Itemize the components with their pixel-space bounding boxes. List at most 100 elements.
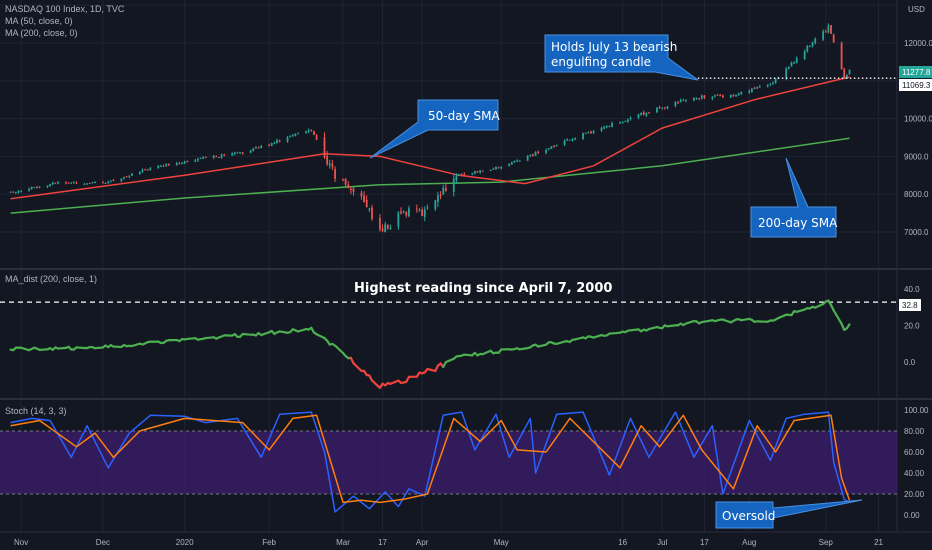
ma-dist-segment — [20, 346, 31, 352]
candle-body — [405, 211, 408, 216]
candle-body — [181, 163, 183, 165]
candle-body — [574, 138, 577, 140]
candle-body — [334, 169, 336, 179]
candle-body — [49, 184, 52, 186]
candle-body — [640, 112, 642, 115]
ma-dist-pane[interactable] — [0, 299, 897, 389]
candle-body — [685, 100, 687, 102]
ma-dist-segment — [56, 346, 68, 350]
x-axis: Nov Dec 2020 Feb Mar 17 Apr May 16 Jul 17 Aug Sep 21 — [14, 538, 884, 547]
candle-body — [144, 169, 147, 171]
ma-dist-tick-label: 40.0 — [904, 285, 920, 294]
candle-body — [368, 208, 371, 210]
candle-body — [719, 95, 722, 97]
candle-body — [492, 168, 495, 170]
candle-body — [38, 186, 41, 188]
candle-body — [790, 62, 793, 67]
candle-body — [379, 218, 381, 230]
candle-body — [91, 182, 94, 184]
candle-body — [555, 145, 558, 147]
candle-body — [827, 25, 830, 33]
candle-body — [787, 66, 790, 69]
ma-dist-segment — [795, 308, 806, 313]
candle-body — [109, 180, 112, 182]
candle-body — [716, 94, 719, 96]
x-tick-label: Apr — [416, 538, 429, 547]
ma-dist-segment — [518, 347, 529, 351]
candle-body — [809, 46, 811, 48]
price-tick-label: 9000.0 — [904, 152, 929, 161]
x-tick-label: 16 — [618, 538, 627, 547]
candle-body — [131, 173, 133, 176]
ma-dist-value: 32.8 — [902, 301, 918, 310]
candle-body — [328, 163, 331, 166]
candle-body — [270, 143, 273, 146]
candle-body — [489, 170, 492, 172]
candle-body — [437, 195, 439, 203]
candle-body — [310, 129, 313, 131]
candle-body — [619, 122, 621, 124]
ma-dist-segment — [537, 343, 548, 348]
candle-body — [389, 227, 392, 229]
candle-body — [160, 165, 162, 167]
candle-body — [305, 131, 307, 133]
candle-body — [255, 147, 257, 149]
x-tick-label: 17 — [378, 538, 387, 547]
stoch-pane[interactable] — [0, 411, 897, 513]
candle-body — [460, 173, 463, 175]
candle-body — [257, 147, 260, 149]
candle-body — [534, 152, 537, 156]
candle-body — [218, 157, 220, 159]
candle-body — [500, 166, 503, 169]
candle-body — [703, 95, 706, 99]
candle-body — [101, 182, 104, 184]
candle-body — [843, 69, 846, 78]
stoch-d-line — [10, 414, 851, 504]
ma-dist-segment — [370, 379, 382, 389]
candle-body — [621, 121, 624, 124]
stoch-tick-label: 40.00 — [904, 469, 925, 478]
ma-dist-segment — [814, 302, 825, 309]
ma-dist-segment — [297, 327, 308, 333]
candle-body — [175, 163, 178, 165]
candle-body — [349, 189, 352, 191]
candle-body — [360, 192, 363, 197]
candle-body — [107, 181, 110, 184]
candle-body — [605, 126, 608, 128]
candle-body — [94, 182, 96, 184]
candle-body — [14, 192, 17, 194]
candle-body — [769, 83, 772, 85]
candle-body — [695, 97, 698, 99]
candle-body — [750, 88, 753, 92]
candle-body — [9, 191, 12, 193]
symbol-label: NASDAQ 100 Index, 1D, TVC — [5, 4, 125, 14]
ma-dist-segment — [481, 349, 492, 356]
candle-body — [637, 114, 640, 118]
ma-dist-segment — [352, 362, 363, 372]
candle-body — [434, 200, 437, 210]
stoch-tick-label: 100.00 — [904, 406, 929, 415]
candle-body — [674, 102, 677, 106]
candle-body — [125, 176, 128, 178]
candles — [9, 23, 851, 233]
candle-body — [753, 88, 756, 90]
candle-body — [352, 188, 355, 192]
candle-body — [566, 139, 569, 141]
price-pane[interactable] — [9, 23, 897, 233]
candle-body — [212, 155, 215, 158]
candle-body — [571, 139, 574, 141]
candle-body — [408, 208, 410, 217]
candle-body — [814, 38, 817, 43]
callout-50-sma-text: 50-day SMA — [428, 109, 500, 123]
candle-body — [371, 207, 373, 219]
candle-body — [418, 210, 421, 212]
candle-body — [582, 133, 584, 139]
ma-dist-segment — [130, 342, 141, 348]
candle-body — [590, 131, 592, 133]
candle-body — [421, 209, 424, 216]
candle-body — [822, 31, 825, 40]
candle-body — [239, 152, 241, 154]
ma-dist-tick-label: 0.0 — [904, 358, 916, 367]
candle-body — [624, 120, 627, 122]
